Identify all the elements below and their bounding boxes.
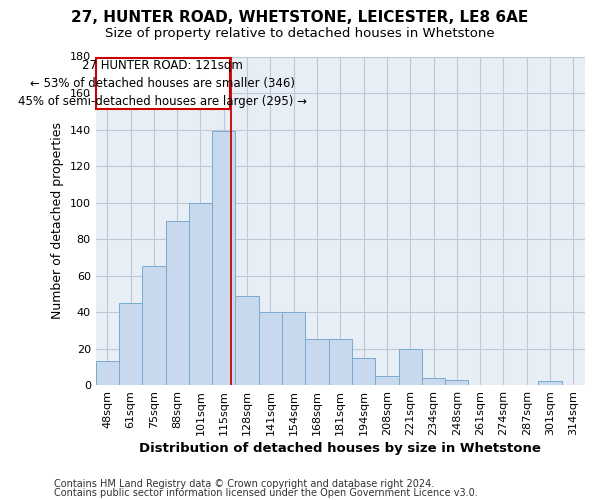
Bar bbox=[259, 312, 282, 385]
Text: 27 HUNTER ROAD: 121sqm
← 53% of detached houses are smaller (346)
45% of semi-de: 27 HUNTER ROAD: 121sqm ← 53% of detached… bbox=[19, 60, 307, 108]
Bar bbox=[235, 296, 259, 385]
Bar bbox=[119, 303, 142, 385]
Bar bbox=[95, 362, 119, 385]
X-axis label: Distribution of detached houses by size in Whetstone: Distribution of detached houses by size … bbox=[139, 442, 541, 455]
Text: Contains public sector information licensed under the Open Government Licence v3: Contains public sector information licen… bbox=[54, 488, 478, 498]
Y-axis label: Number of detached properties: Number of detached properties bbox=[51, 122, 64, 320]
Text: 27, HUNTER ROAD, WHETSTONE, LEICESTER, LE8 6AE: 27, HUNTER ROAD, WHETSTONE, LEICESTER, L… bbox=[71, 10, 529, 25]
Text: Contains HM Land Registry data © Crown copyright and database right 2024.: Contains HM Land Registry data © Crown c… bbox=[54, 479, 434, 489]
Bar bbox=[329, 340, 352, 385]
FancyBboxPatch shape bbox=[96, 58, 230, 110]
Bar bbox=[422, 378, 445, 385]
Bar bbox=[305, 340, 329, 385]
Bar bbox=[282, 312, 305, 385]
Bar bbox=[538, 382, 562, 385]
Bar bbox=[166, 221, 189, 385]
Bar bbox=[352, 358, 375, 385]
Bar bbox=[189, 202, 212, 385]
Bar bbox=[375, 376, 398, 385]
Bar bbox=[398, 348, 422, 385]
Bar bbox=[212, 132, 235, 385]
Bar bbox=[445, 380, 469, 385]
Text: Size of property relative to detached houses in Whetstone: Size of property relative to detached ho… bbox=[105, 28, 495, 40]
Bar bbox=[142, 266, 166, 385]
